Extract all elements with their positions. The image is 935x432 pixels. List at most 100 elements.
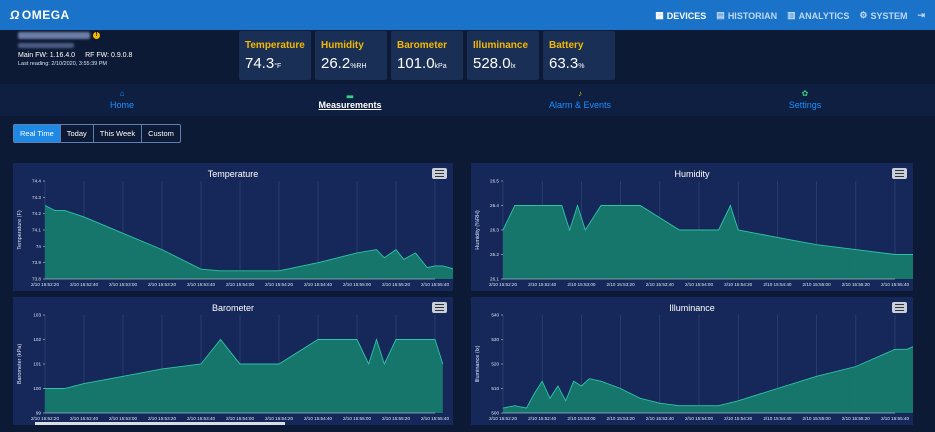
x-tick-label: 2/10 15:55:20 — [382, 282, 411, 287]
tab-today[interactable]: Today — [61, 125, 94, 142]
nav-system[interactable]: ⚙ SYSTEM — [859, 10, 908, 21]
y-tick-label: 100 — [33, 386, 41, 391]
sub-nav: ⌂ Home ▂ Measurements ♪ Alarm & Events ✿ Set… — [0, 84, 935, 116]
y-tick-label: 103 — [33, 313, 41, 318]
x-tick-label: 2/10 15:53:20 — [607, 282, 636, 287]
subnav-home[interactable]: ⌂ Home — [92, 84, 152, 110]
nav-analytics[interactable]: ▥ ANALYTICS — [787, 10, 850, 21]
series-area — [503, 205, 913, 279]
temperature-chart: 2/10 15:52:20 2/10 15:52:40 2/10 15:53:00 2… — [17, 179, 453, 287]
y-tick-label: 101 — [33, 362, 41, 367]
y-axis-label: Humidity (%RH) — [475, 210, 481, 250]
x-tick-label: 2/10 15:54:40 — [304, 416, 333, 421]
chart-panel-illuminance: 2/10 15:52:20 2/10 15:52:40 2/10 15:53:00 2… — [471, 297, 913, 425]
horizontal-scrollbar[interactable] — [35, 422, 285, 425]
y-tick-label: 74.4 — [32, 179, 41, 184]
x-tick-label: 2/10 15:55:20 — [842, 416, 871, 421]
y-tick-label: 26.3 — [490, 228, 499, 233]
nav-devices[interactable]: ▦ DEVICES — [655, 10, 707, 21]
x-tick-label: 2/10 15:52:40 — [70, 282, 99, 287]
x-tick-label: 2/10 15:53:40 — [187, 416, 216, 421]
x-tick-label: 2/10 15:54:00 — [685, 416, 714, 421]
series-line — [44, 205, 453, 272]
x-tick-label: 2/10 15:54:00 — [226, 416, 255, 421]
series-line — [502, 204, 913, 255]
chart-title: Barometer — [211, 303, 255, 313]
series-area — [503, 346, 913, 413]
last-reading: Last reading: 2/10/2020, 3:55:39 PM — [18, 61, 107, 68]
chart-menu-button[interactable] — [892, 168, 907, 179]
series-line — [502, 346, 913, 409]
x-tick-label: 2/10 15:52:20 — [489, 416, 518, 421]
y-tick-label: 530 — [491, 337, 499, 342]
bell-icon: ♪ — [578, 89, 582, 98]
tile-battery[interactable]: Battery 63.3% — [543, 31, 615, 80]
x-tick-label: 2/10 15:55:40 — [421, 416, 450, 421]
x-tick-label: 2/10 15:55:00 — [343, 282, 372, 287]
chart-panel-temperature: 2/10 15:52:20 2/10 15:52:40 2/10 15:53:00 2… — [13, 163, 453, 291]
y-tick-label: 74.2 — [32, 211, 41, 216]
bar-chart-icon: ▥ — [787, 10, 796, 20]
omega-logo-icon: Ω — [10, 8, 20, 22]
tab-custom[interactable]: Custom — [148, 129, 174, 138]
tile-temperature[interactable]: Temperature 74.3°F — [239, 31, 311, 80]
y-tick-label: 26.1 — [490, 277, 499, 282]
area-chart-icon: ▂ — [346, 89, 354, 98]
series-line — [45, 338, 444, 389]
tile-humidity[interactable]: Humidity 26.2%RH — [315, 31, 387, 80]
humidity-chart: 2/10 15:52:20 2/10 15:52:40 2/10 15:53:00 2… — [475, 179, 913, 287]
tile-illuminance[interactable]: Illuminance 528.0lx — [467, 31, 539, 80]
subnav-alarm-events[interactable]: ♪ Alarm & Events — [535, 84, 625, 110]
x-tick-label: 2/10 15:54:20 — [724, 282, 753, 287]
y-tick-label: 510 — [491, 386, 499, 391]
x-tick-label: 2/10 15:54:20 — [265, 282, 294, 287]
subnav-measurements[interactable]: ▂ Measurements — [310, 84, 390, 110]
x-tick-label: 2/10 15:53:40 — [646, 282, 675, 287]
x-tick-label: 2/10 15:54:00 — [226, 282, 255, 287]
device-id — [18, 43, 74, 49]
x-tick-label: 2/10 15:54:20 — [724, 416, 753, 421]
chart-panel-barometer: 2/10 15:52:20 2/10 15:52:40 2/10 15:53:00 2… — [13, 297, 453, 425]
y-axis-label: Illuminance (lx) — [475, 345, 481, 382]
x-tick-label: 2/10 15:53:20 — [148, 416, 177, 421]
x-tick-label: 2/10 15:55:00 — [343, 416, 372, 421]
x-tick-label: 2/10 15:53:20 — [607, 416, 636, 421]
y-tick-label: 500 — [491, 411, 499, 416]
y-tick-label: 73.8 — [32, 277, 41, 282]
reading-tiles: Temperature 74.3°F Humidity 26.2%RH Barome… — [239, 31, 615, 80]
warning-icon[interactable]: ! — [93, 32, 100, 39]
logout-button[interactable]: ⇥ — [917, 10, 925, 21]
main-fw: Main FW: 1.16.4.0 — [18, 52, 76, 60]
y-tick-label: 26.2 — [490, 252, 499, 257]
y-tick-label: 102 — [33, 337, 41, 342]
chart-menu-button[interactable] — [432, 302, 447, 313]
x-tick-label: 2/10 15:52:40 — [528, 282, 557, 287]
x-tick-label: 2/10 15:53:40 — [187, 282, 216, 287]
x-tick-label: 2/10 15:54:40 — [304, 282, 333, 287]
omega-logo[interactable]: Ω OMEGA — [10, 8, 70, 22]
tile-barometer[interactable]: Barometer 101.0kPa — [391, 31, 463, 80]
x-tick-label: 2/10 15:52:20 — [31, 416, 60, 421]
x-tick-label: 2/10 15:54:40 — [763, 282, 792, 287]
x-tick-label: 2/10 15:53:00 — [567, 416, 596, 421]
y-tick-label: 26.4 — [490, 203, 499, 208]
x-tick-label: 2/10 15:53:20 — [148, 282, 177, 287]
subnav-settings[interactable]: ✿ Settings — [775, 84, 835, 110]
grid-icon: ▦ — [655, 10, 664, 20]
device-info: ! Main FW: 1.16.4.0 RF FW: 0.9.0.8 Last r… — [18, 32, 142, 67]
y-tick-label: 74.3 — [32, 195, 41, 200]
database-icon: ▤ — [716, 10, 725, 20]
x-tick-label: 2/10 15:52:40 — [70, 416, 99, 421]
x-tick-label: 2/10 15:53:00 — [109, 282, 138, 287]
chart-menu-button[interactable] — [432, 168, 447, 179]
y-tick-label: 520 — [491, 362, 499, 367]
tab-real-time[interactable]: Real Time — [14, 125, 61, 142]
x-tick-label: 2/10 15:55:40 — [881, 416, 910, 421]
nav-historian[interactable]: ▤ HISTORIAN — [716, 10, 778, 21]
x-tick-label: 2/10 15:53:40 — [646, 416, 675, 421]
series-area — [45, 339, 443, 413]
x-tick-label: 2/10 15:54:20 — [265, 416, 294, 421]
tab-this-week[interactable]: This Week — [94, 125, 143, 142]
logout-icon: ⇥ — [917, 10, 925, 20]
chart-menu-button[interactable] — [892, 302, 907, 313]
